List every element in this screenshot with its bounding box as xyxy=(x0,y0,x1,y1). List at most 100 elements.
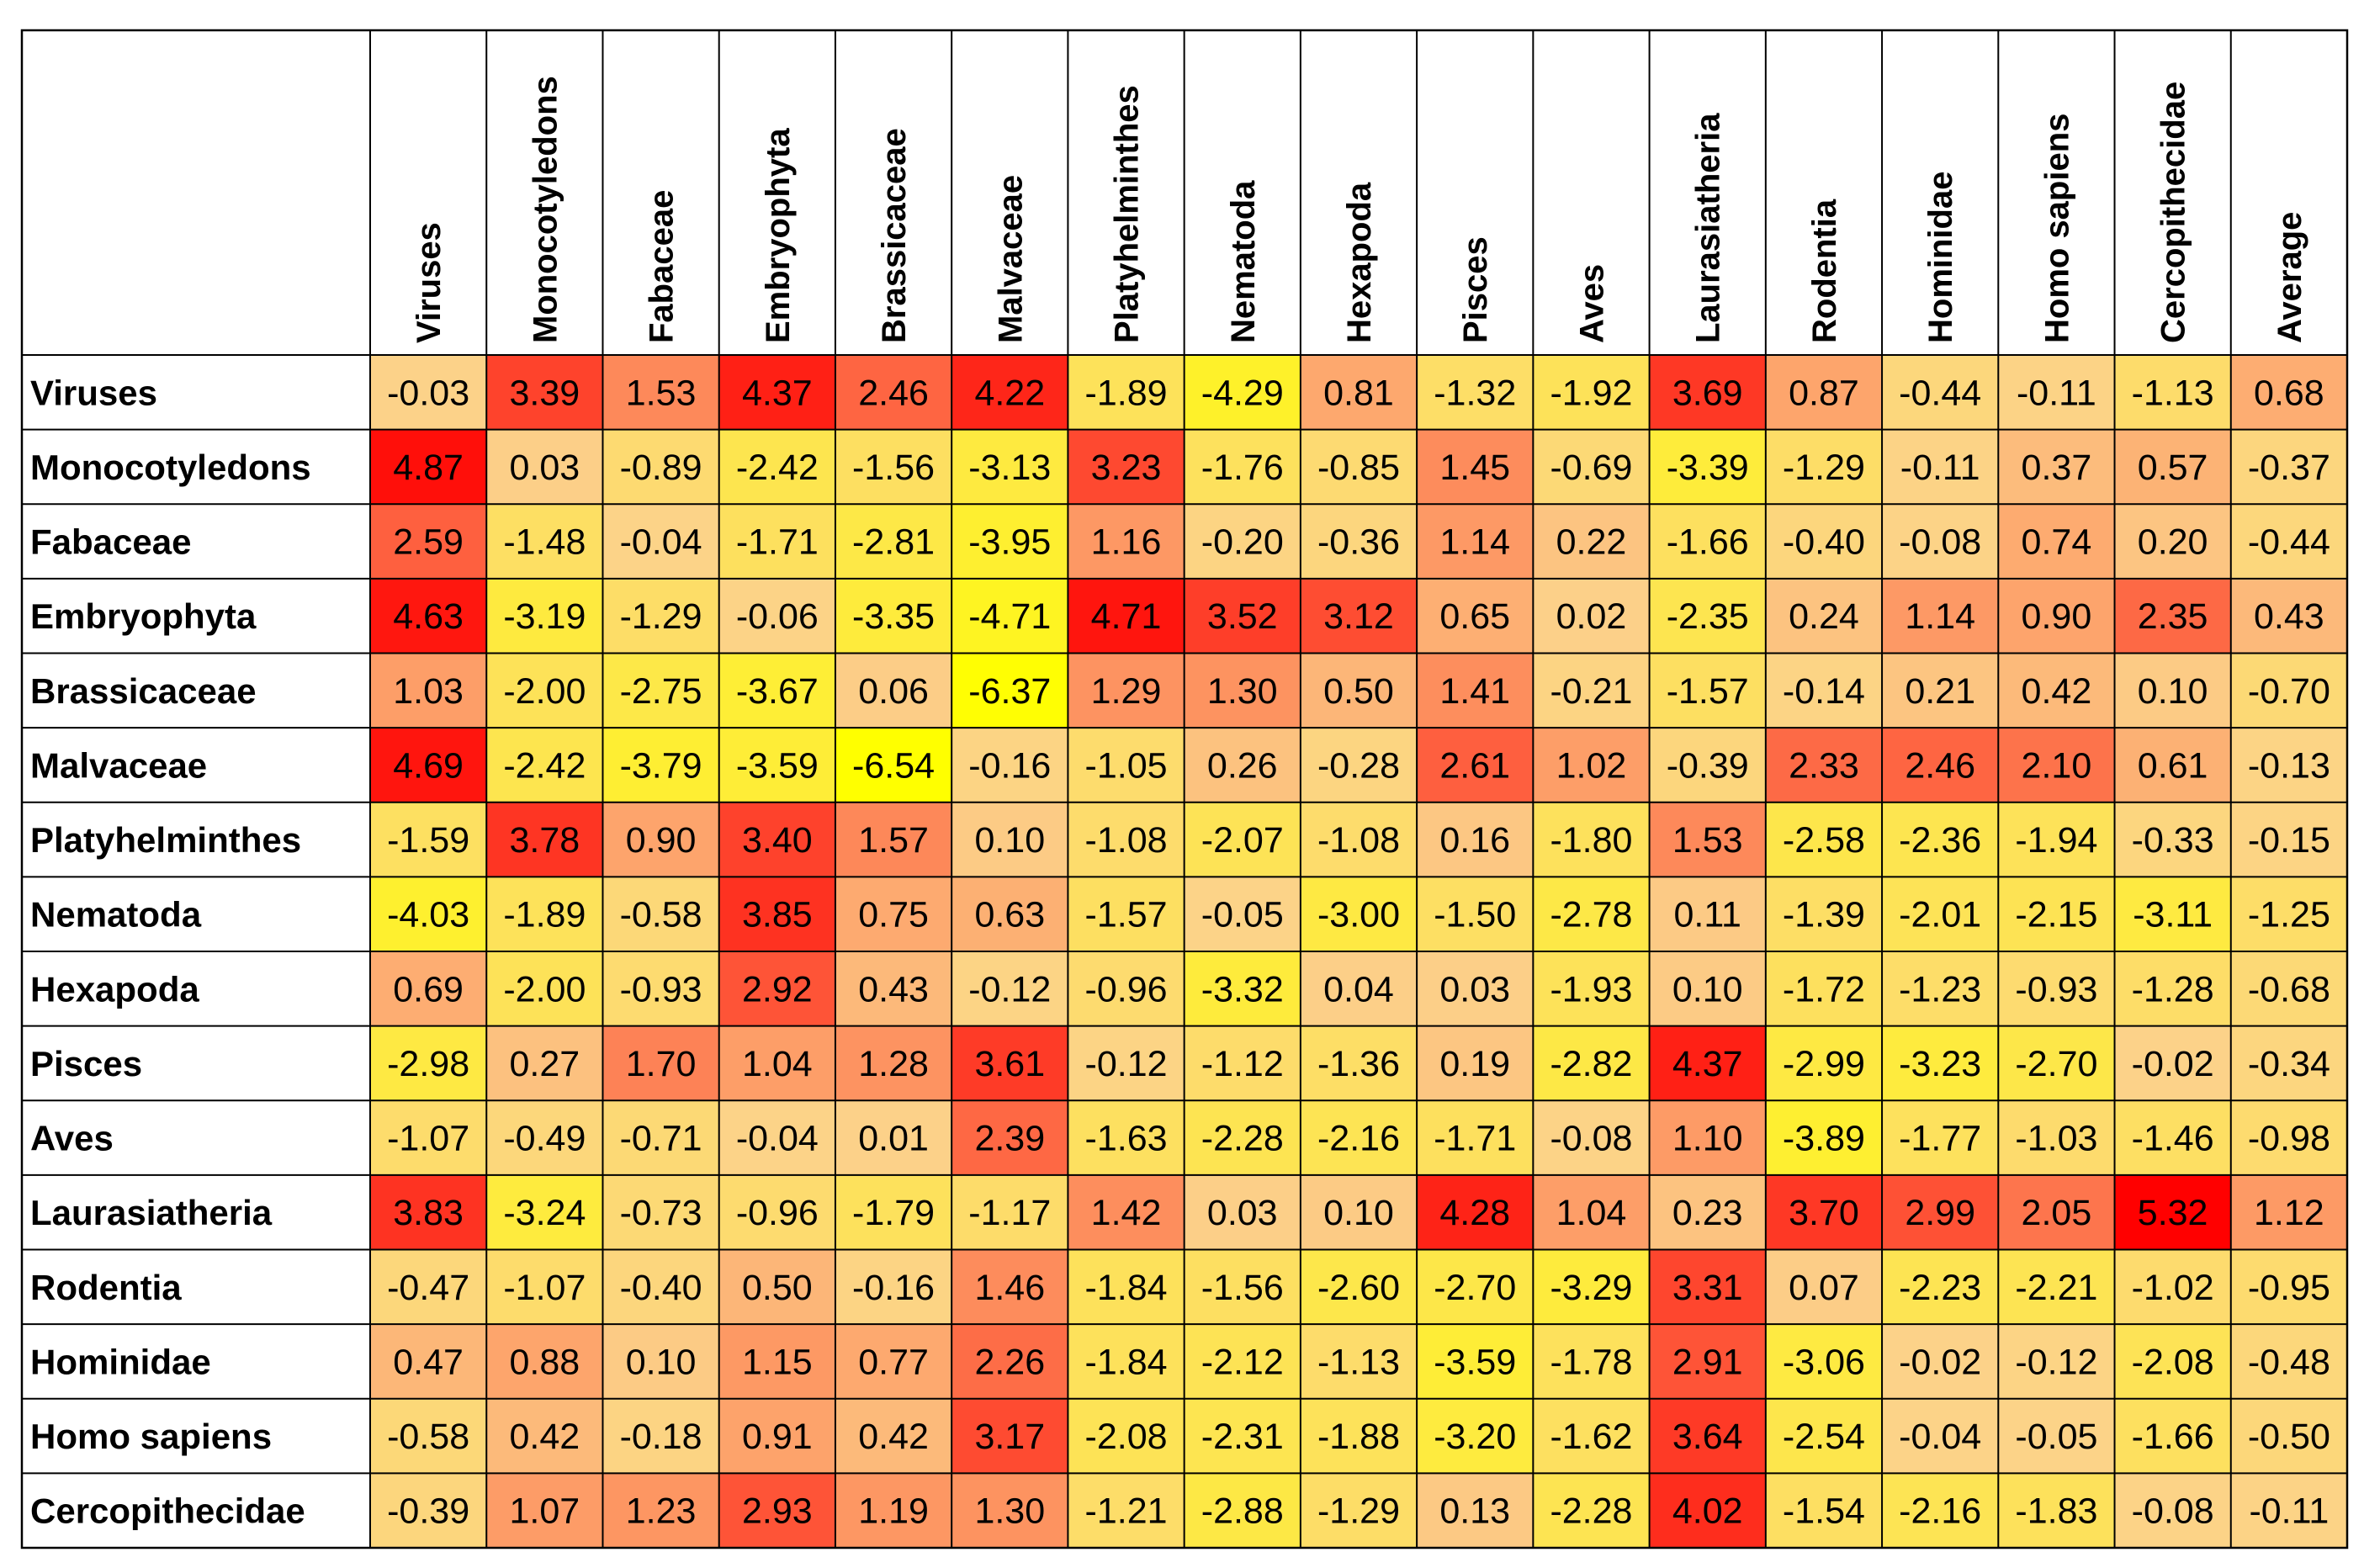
heatmap-cell xyxy=(1649,877,1766,951)
heatmap-cell xyxy=(1417,802,1534,877)
cell-value: 0.74 xyxy=(2022,522,2092,563)
heatmap-cell xyxy=(1882,1324,1999,1399)
heatmap-cell xyxy=(1300,1025,1418,1101)
cell-value: -3.24 xyxy=(503,1193,586,1233)
cell-value: -0.11 xyxy=(2017,373,2096,413)
cell-value: 0.03 xyxy=(510,448,580,488)
cell-value: 1.12 xyxy=(2254,1193,2324,1233)
cell-value: -0.71 xyxy=(620,1119,702,1159)
heatmap-cell xyxy=(1533,355,1650,430)
heatmap-cell xyxy=(1068,1174,1185,1250)
cell-value: -1.57 xyxy=(1667,671,1749,712)
cell-value: -0.34 xyxy=(2248,1044,2330,1084)
cell-value: -2.99 xyxy=(1783,1044,1865,1084)
heatmap-cell xyxy=(602,1174,719,1250)
cell-value: -1.72 xyxy=(1783,969,1865,1009)
heatmap-cell xyxy=(2230,429,2347,505)
cell-value: 1.28 xyxy=(858,1044,929,1084)
heatmap-cell xyxy=(835,1473,952,1548)
heatmap-cell xyxy=(1300,1324,1418,1399)
heatmap-cell xyxy=(1533,578,1650,654)
cell-value: 3.52 xyxy=(1207,596,1278,637)
heatmap-cell xyxy=(951,1174,1068,1250)
heatmap-cell xyxy=(718,877,835,951)
heatmap-cell xyxy=(1417,653,1534,728)
cell-value: 0.04 xyxy=(1323,969,1394,1009)
heatmap-cell xyxy=(1068,728,1185,803)
heatmap-cell xyxy=(1184,504,1301,579)
heatmap-cell xyxy=(1184,653,1301,728)
heatmap-cell xyxy=(1300,355,1418,430)
cell-value: 0.50 xyxy=(742,1268,813,1308)
heatmap-cell xyxy=(602,1100,719,1175)
cell-value: 4.87 xyxy=(393,448,464,488)
heatmap-cell xyxy=(602,802,719,877)
heatmap-cell xyxy=(1533,504,1650,579)
heatmap-cell xyxy=(1068,355,1185,430)
cell-value: -2.16 xyxy=(1899,1491,1981,1532)
cell-value: 3.31 xyxy=(1672,1268,1743,1308)
cell-value: -1.08 xyxy=(1085,820,1168,861)
heatmap-cell xyxy=(835,1398,952,1474)
heatmap-cell xyxy=(1533,1100,1650,1175)
cell-value: 0.69 xyxy=(393,969,464,1009)
heatmap-cell xyxy=(1184,802,1301,877)
heatmap-cell xyxy=(1765,877,1883,951)
cell-value: 0.43 xyxy=(2254,596,2324,637)
row-label: Platyhelminthes xyxy=(30,820,301,860)
heatmap-cell xyxy=(718,802,835,877)
heatmap-cell xyxy=(1765,1100,1883,1175)
cell-value: -3.35 xyxy=(852,596,935,637)
cell-value: -0.13 xyxy=(2248,745,2330,786)
heatmap-cell xyxy=(602,1398,719,1474)
cell-value: 1.14 xyxy=(1439,522,1510,563)
heatmap-cell xyxy=(2114,951,2231,1026)
heatmap-cell xyxy=(1184,1249,1301,1325)
heatmap-cell xyxy=(2230,1249,2347,1325)
heatmap-cell xyxy=(1300,1174,1418,1250)
heatmap-cell xyxy=(1649,429,1766,505)
cell-value: -6.54 xyxy=(852,745,935,786)
cell-value: 2.35 xyxy=(2138,596,2208,637)
cell-value: -0.89 xyxy=(620,448,702,488)
heatmap-cell xyxy=(602,1249,719,1325)
cell-value: -2.70 xyxy=(2015,1044,2097,1084)
cell-value: -2.78 xyxy=(1550,895,1632,935)
heatmap-cell xyxy=(370,728,487,803)
heatmap-cell xyxy=(1533,1473,1650,1548)
cell-value: -0.04 xyxy=(620,522,702,563)
cell-value: -0.08 xyxy=(2132,1491,2214,1532)
cell-value: -1.46 xyxy=(2132,1119,2214,1159)
cell-value: -1.89 xyxy=(1085,373,1168,413)
heatmap-cell xyxy=(1300,951,1418,1026)
cell-value: -1.36 xyxy=(1317,1044,1400,1084)
heatmap-cell xyxy=(1998,1100,2115,1175)
heatmap-cell xyxy=(1300,1249,1418,1325)
heatmap-cell xyxy=(718,355,835,430)
cell-value: 1.42 xyxy=(1091,1193,1162,1233)
heatmap-cell xyxy=(2230,1324,2347,1399)
cell-value: 1.07 xyxy=(510,1491,580,1532)
cell-value: 2.46 xyxy=(858,373,929,413)
heatmap-cell xyxy=(1882,802,1999,877)
cell-value: 4.37 xyxy=(742,373,813,413)
cell-value: -1.89 xyxy=(503,895,586,935)
heatmap-cell xyxy=(2114,1324,2231,1399)
cell-value: -0.47 xyxy=(387,1268,469,1308)
heatmap-cell xyxy=(2114,802,2231,877)
cell-value: 4.02 xyxy=(1672,1491,1743,1532)
cell-value: -1.56 xyxy=(852,448,935,488)
cell-value: 1.02 xyxy=(1556,745,1627,786)
cell-value: -3.13 xyxy=(968,448,1051,488)
cell-value: 4.63 xyxy=(393,596,464,637)
heatmap-cell xyxy=(1765,1473,1883,1548)
heatmap-cell xyxy=(1998,951,2115,1026)
heatmap-cell xyxy=(2114,728,2231,803)
heatmap-cell xyxy=(370,1025,487,1101)
cell-value: -0.05 xyxy=(1201,895,1284,935)
cell-value: -0.15 xyxy=(2248,820,2330,861)
heatmap-cell xyxy=(370,504,487,579)
cell-value: 1.53 xyxy=(626,373,697,413)
cell-value: -3.95 xyxy=(968,522,1051,563)
